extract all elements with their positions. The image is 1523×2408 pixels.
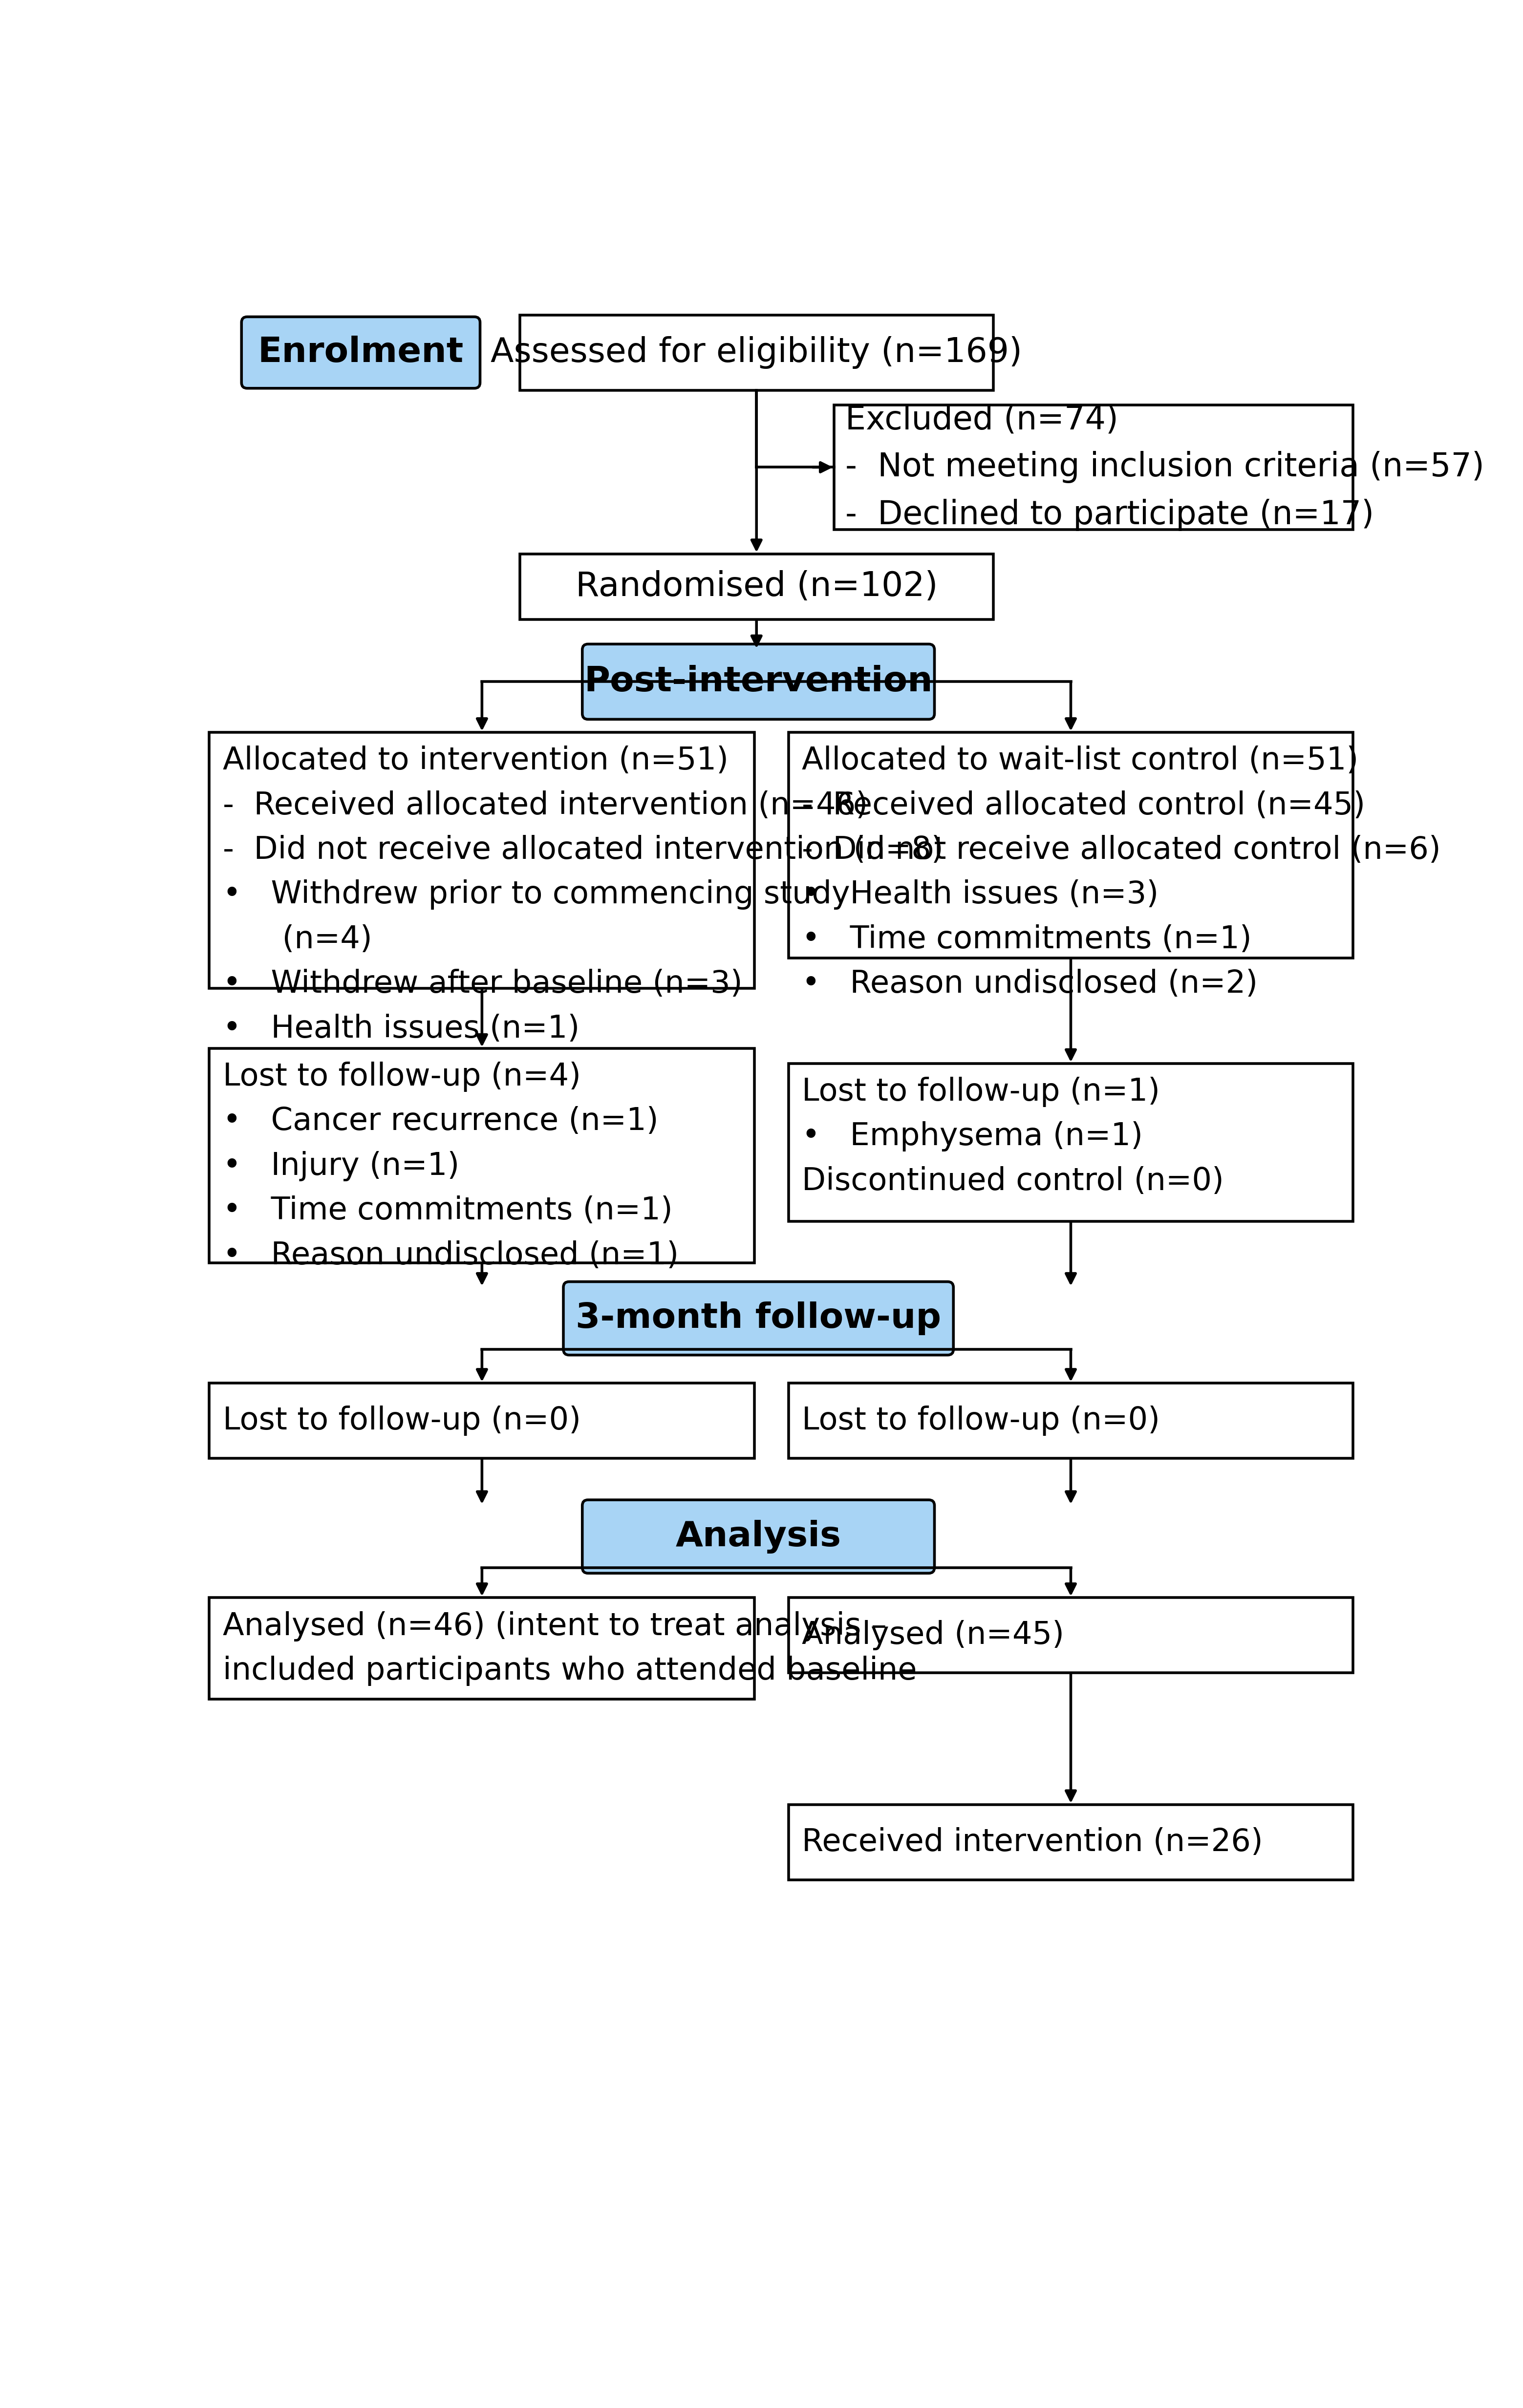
FancyBboxPatch shape: [242, 318, 480, 388]
FancyBboxPatch shape: [582, 1500, 935, 1572]
FancyBboxPatch shape: [209, 1047, 754, 1262]
FancyBboxPatch shape: [564, 1281, 953, 1356]
FancyBboxPatch shape: [582, 643, 935, 720]
Text: Lost to follow-up (n=1)
•   Emphysema (n=1)
Discontinued control (n=0): Lost to follow-up (n=1) • Emphysema (n=1…: [803, 1076, 1224, 1197]
FancyBboxPatch shape: [209, 1597, 754, 1700]
Text: Received intervention (n=26): Received intervention (n=26): [803, 1828, 1263, 1857]
Text: Post-intervention: Post-intervention: [583, 665, 932, 698]
Text: Analysed (n=46) (intent to treat analysis –
included participants who attended b: Analysed (n=46) (intent to treat analysi…: [222, 1611, 917, 1686]
Text: Allocated to intervention (n=51)
-  Received allocated intervention (n=46)
-  Di: Allocated to intervention (n=51) - Recei…: [222, 746, 943, 1043]
Text: Excluded (n=74)
-  Not meeting inclusion criteria (n=57)
-  Declined to particip: Excluded (n=74) - Not meeting inclusion …: [845, 405, 1485, 530]
FancyBboxPatch shape: [209, 732, 754, 987]
Text: Randomised (n=102): Randomised (n=102): [576, 571, 938, 602]
Text: 3-month follow-up: 3-month follow-up: [576, 1300, 941, 1334]
Text: Lost to follow-up (n=0): Lost to follow-up (n=0): [803, 1406, 1161, 1435]
Text: Analysed (n=45): Analysed (n=45): [803, 1621, 1065, 1649]
FancyBboxPatch shape: [789, 1804, 1352, 1881]
Text: Lost to follow-up (n=0): Lost to follow-up (n=0): [222, 1406, 580, 1435]
Text: Analysis: Analysis: [676, 1519, 841, 1553]
Text: Lost to follow-up (n=4)
•   Cancer recurrence (n=1)
•   Injury (n=1)
•   Time co: Lost to follow-up (n=4) • Cancer recurre…: [222, 1062, 679, 1271]
FancyBboxPatch shape: [835, 405, 1352, 530]
Text: Allocated to wait-list control (n=51)
-  Received allocated control (n=45)
-  Di: Allocated to wait-list control (n=51) - …: [803, 746, 1441, 999]
FancyBboxPatch shape: [789, 1064, 1352, 1221]
Text: Assessed for eligibility (n=169): Assessed for eligibility (n=169): [490, 337, 1022, 368]
FancyBboxPatch shape: [789, 1597, 1352, 1674]
FancyBboxPatch shape: [519, 315, 993, 390]
FancyBboxPatch shape: [209, 1382, 754, 1459]
FancyBboxPatch shape: [789, 732, 1352, 958]
FancyBboxPatch shape: [789, 1382, 1352, 1459]
FancyBboxPatch shape: [519, 554, 993, 619]
Text: Enrolment: Enrolment: [257, 335, 463, 368]
